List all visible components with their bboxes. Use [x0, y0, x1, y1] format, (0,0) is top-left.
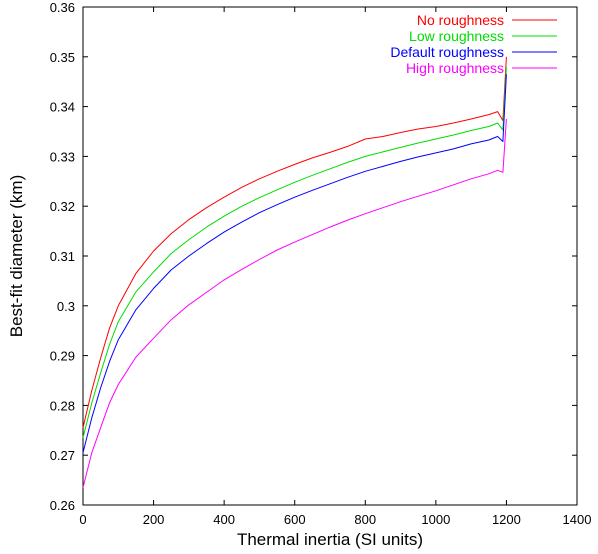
- axis-ticks: 0 200 400 600 800 1000 1200 1400 0.26 0.27 0.28 0.2…: [50, 0, 592, 527]
- legend-label: Default roughness: [390, 44, 504, 60]
- x-tick-label: 1000: [421, 512, 450, 527]
- series-line-high-roughness: [82, 118, 507, 488]
- series-group: [82, 56, 507, 488]
- x-tick-label: 800: [354, 512, 376, 527]
- series-line-default-roughness: [82, 74, 507, 453]
- y-tick-label: 0.33: [50, 149, 75, 164]
- legend-label: High roughness: [406, 60, 504, 76]
- x-tick-label: 1400: [563, 512, 592, 527]
- plot-frame: [82, 6, 578, 506]
- y-tick-label: 0.31: [50, 249, 75, 264]
- x-tick-label: 400: [213, 512, 235, 527]
- x-tick-label: 1200: [492, 512, 521, 527]
- y-tick-label: 0.29: [50, 349, 75, 364]
- series-line-low-roughness: [82, 66, 507, 438]
- y-tick-label: 0.3: [57, 299, 75, 314]
- y-tick-label: 0.26: [50, 498, 75, 513]
- x-axis-label: Thermal inertia (SI units): [237, 530, 423, 549]
- y-tick-label: 0.35: [50, 50, 75, 65]
- y-axis-label: Best-fit diameter (km): [7, 175, 26, 337]
- y-tick-label: 0.28: [50, 398, 75, 413]
- series-line-no-roughness: [82, 56, 507, 428]
- y-tick-label: 0.34: [50, 100, 75, 115]
- x-tick-label: 0: [79, 512, 86, 527]
- legend-label: No roughness: [417, 12, 504, 28]
- legend-label: Low roughness: [409, 28, 504, 44]
- y-tick-label: 0.36: [50, 0, 75, 15]
- y-tick-label: 0.27: [50, 448, 75, 463]
- y-tick-label: 0.32: [50, 199, 75, 214]
- x-tick-label: 600: [284, 512, 306, 527]
- x-tick-label: 200: [143, 512, 165, 527]
